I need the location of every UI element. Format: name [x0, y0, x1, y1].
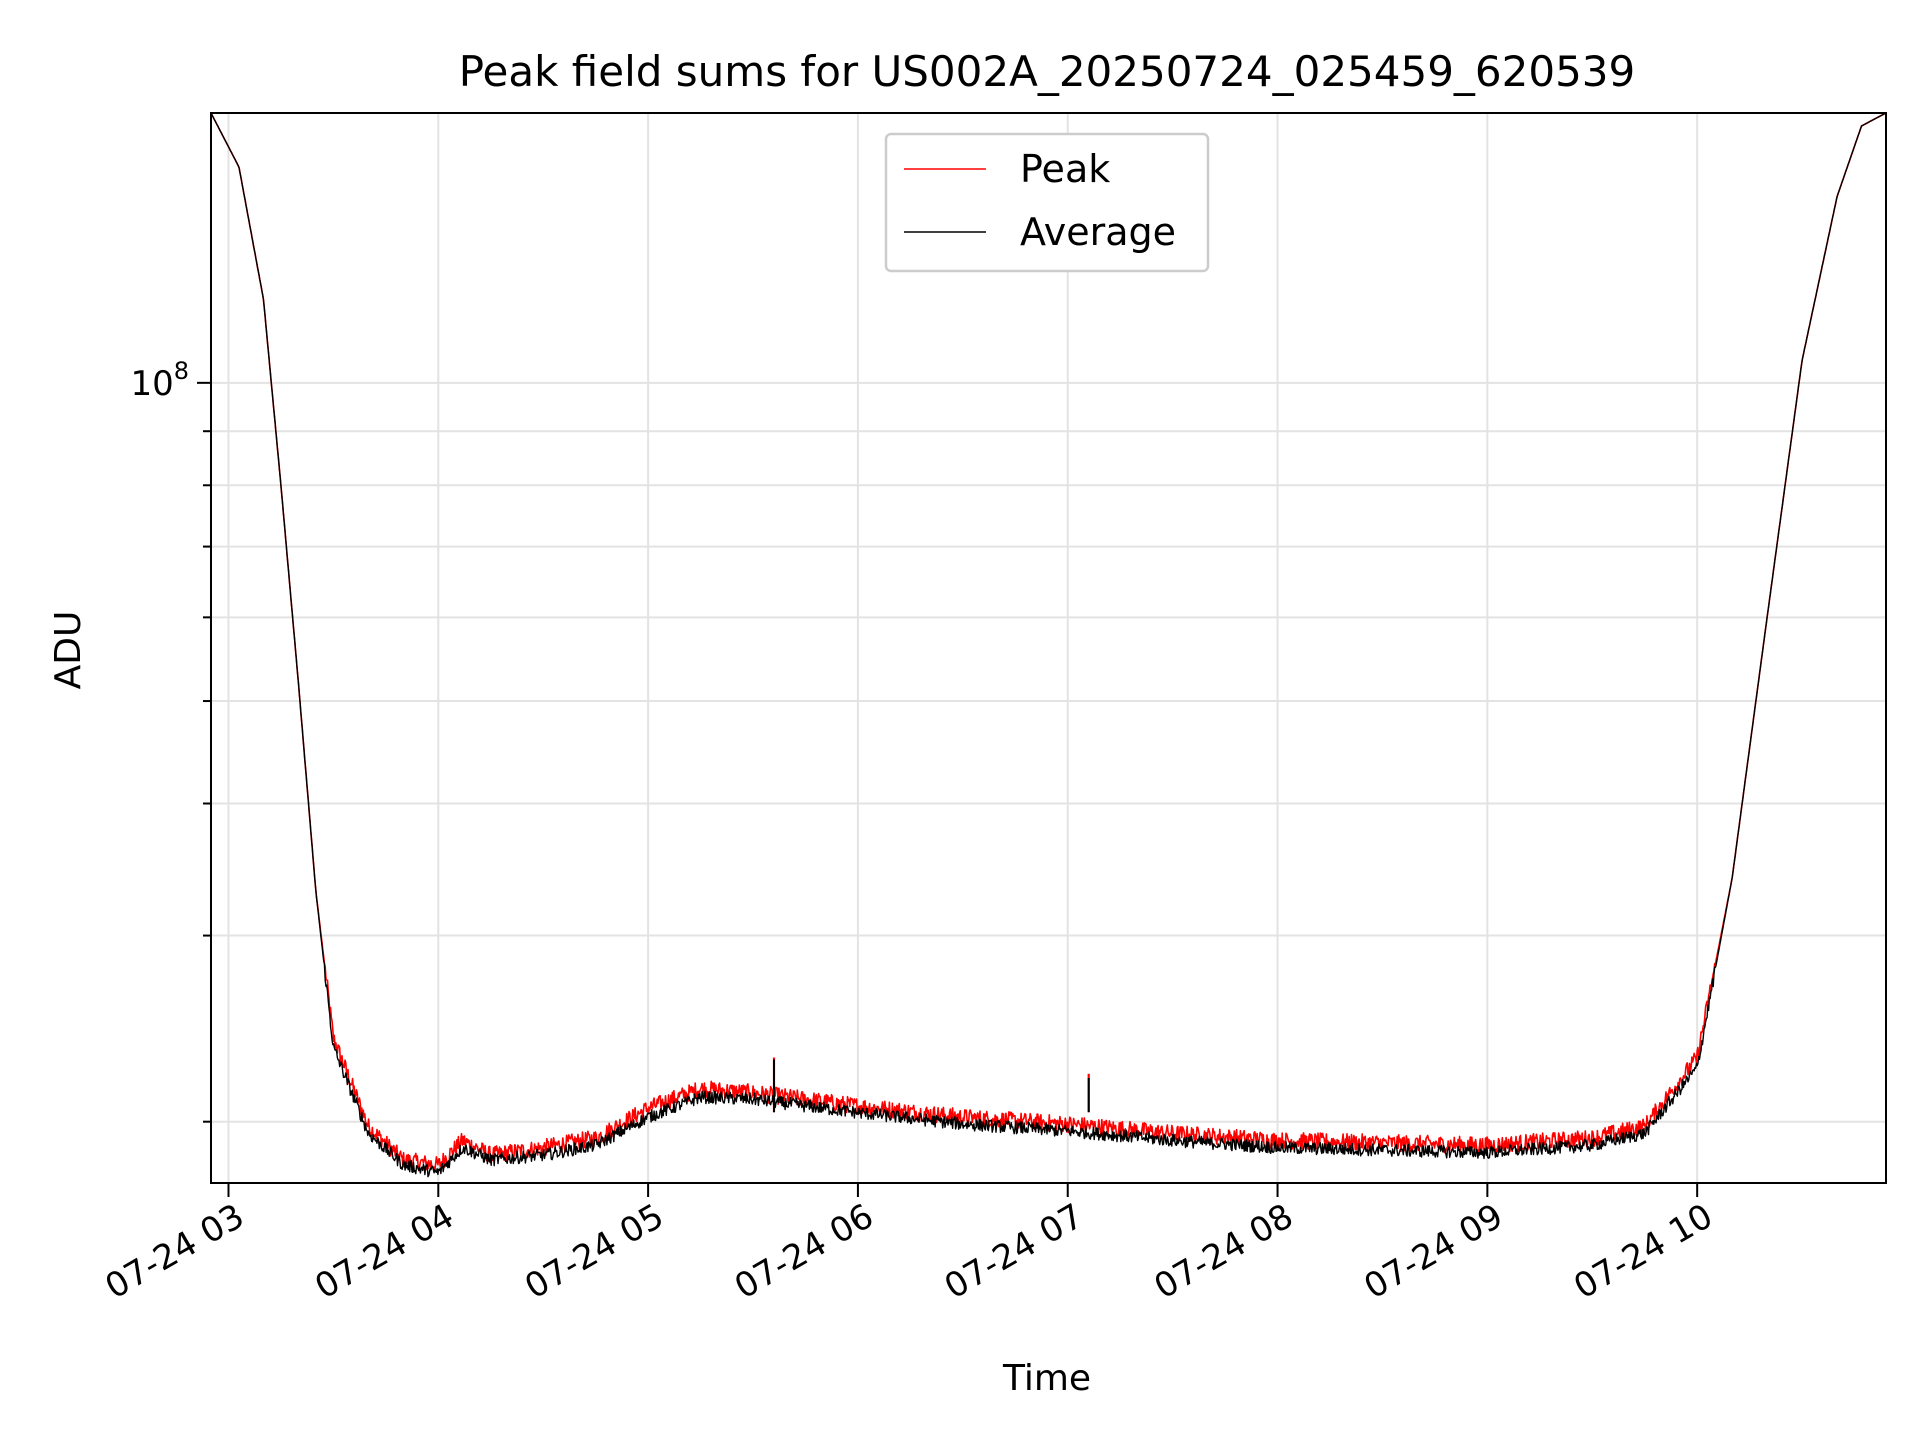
x-tick-label: 07-24 05 — [518, 1196, 670, 1307]
x-tick-label: 07-24 07 — [938, 1196, 1090, 1307]
x-tick-label: 07-24 10 — [1567, 1196, 1719, 1307]
grid — [211, 113, 1886, 1183]
legend: Peak Average — [884, 132, 1210, 273]
legend-label-average: Average — [1020, 210, 1176, 254]
x-tick-label: 07-24 04 — [308, 1196, 460, 1307]
axis-ticks: 108 07-24 03 07-24 04 07-24 05 07-24 06 07-24… — [99, 357, 1720, 1307]
x-tick-label: 07-24 08 — [1148, 1196, 1300, 1307]
legend-label-peak: Peak — [1020, 147, 1110, 191]
series-layer — [210, 112, 1887, 1178]
x-tick-label: 07-24 09 — [1357, 1196, 1509, 1307]
x-axis-label: Time — [1002, 1358, 1091, 1399]
chart-title: Peak field sums for US002A_20250724_0254… — [459, 47, 1636, 96]
y-axis-label: ADU — [48, 611, 89, 690]
x-tick-label: 07-24 03 — [99, 1196, 251, 1307]
x-tick-label: 07-24 06 — [728, 1196, 880, 1307]
y-tick-label: 108 — [130, 357, 189, 404]
plot-frame — [210, 112, 1887, 1184]
series-line-average — [210, 112, 1887, 1178]
